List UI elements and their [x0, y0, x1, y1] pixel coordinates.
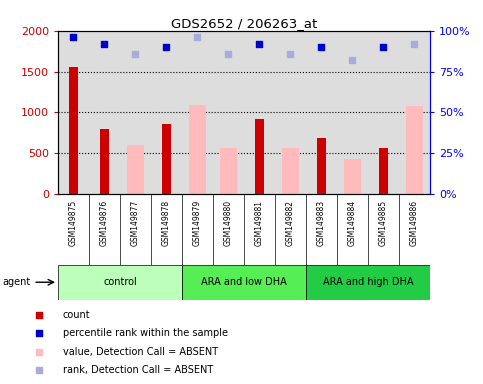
Text: count: count — [63, 310, 90, 320]
Bar — [162, 124, 171, 194]
Bar — [306, 265, 430, 300]
Point — [411, 41, 418, 47]
Bar — [344, 159, 361, 194]
Point — [317, 44, 325, 50]
Point — [225, 50, 232, 56]
Bar — [69, 67, 78, 194]
Point — [194, 34, 201, 40]
Text: GSM149882: GSM149882 — [286, 200, 295, 246]
Text: ARA and high DHA: ARA and high DHA — [323, 277, 413, 287]
Text: GSM149875: GSM149875 — [69, 200, 78, 246]
Bar — [182, 265, 306, 300]
Bar — [406, 106, 423, 194]
Bar — [282, 148, 299, 194]
Point — [349, 57, 356, 63]
Point — [256, 41, 263, 47]
Point — [163, 44, 170, 50]
Text: agent: agent — [2, 277, 30, 287]
Point — [100, 41, 108, 47]
Point — [70, 34, 77, 40]
Bar — [317, 137, 326, 194]
Point — [286, 50, 294, 56]
Text: GSM149876: GSM149876 — [100, 200, 109, 246]
Text: GSM149878: GSM149878 — [162, 200, 171, 246]
Bar — [220, 148, 237, 194]
Text: GSM149883: GSM149883 — [317, 200, 326, 246]
Bar — [379, 148, 388, 194]
Bar — [58, 265, 182, 300]
Text: GSM149885: GSM149885 — [379, 200, 388, 246]
Text: GSM149877: GSM149877 — [131, 200, 140, 246]
Text: ARA and low DHA: ARA and low DHA — [201, 277, 287, 287]
Text: percentile rank within the sample: percentile rank within the sample — [63, 328, 228, 338]
Text: control: control — [103, 277, 137, 287]
Text: GSM149884: GSM149884 — [348, 200, 357, 246]
Point — [131, 50, 139, 56]
Bar — [127, 145, 144, 194]
Bar — [100, 129, 109, 194]
Point — [380, 44, 387, 50]
Text: GSM149879: GSM149879 — [193, 200, 202, 246]
Text: GSM149886: GSM149886 — [410, 200, 419, 246]
Text: GSM149881: GSM149881 — [255, 200, 264, 246]
Text: value, Detection Call = ABSENT: value, Detection Call = ABSENT — [63, 347, 218, 357]
Text: GSM149880: GSM149880 — [224, 200, 233, 246]
Text: rank, Detection Call = ABSENT: rank, Detection Call = ABSENT — [63, 366, 213, 376]
Title: GDS2652 / 206263_at: GDS2652 / 206263_at — [171, 17, 317, 30]
Bar — [189, 105, 206, 194]
Bar — [255, 119, 264, 194]
